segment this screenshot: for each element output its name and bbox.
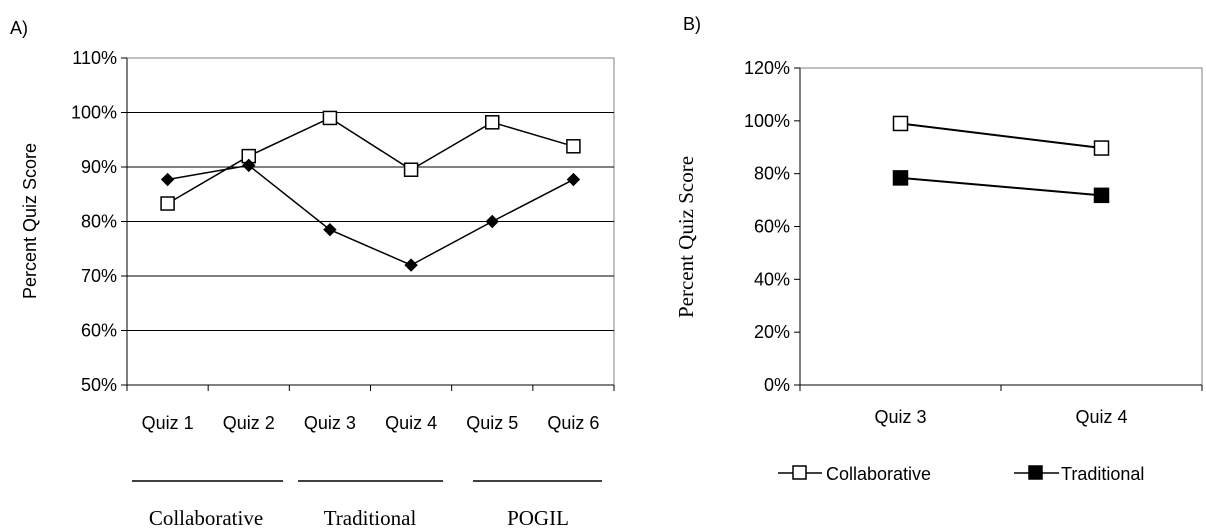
x-tick-label: Quiz 5	[466, 413, 518, 433]
y-tick-label: 100%	[744, 111, 790, 131]
panel-b-label: B)	[683, 14, 701, 34]
data-point-open-square	[1093, 140, 1110, 156]
x-tick-label: Quiz 1	[142, 413, 194, 433]
y-tick-label: 90%	[81, 157, 117, 177]
series-line-1	[900, 122, 1102, 150]
chart-b-y-tick-labels: 0% 20% 40% 60% 80% 100% 120%	[744, 58, 790, 395]
y-tick-label: 80%	[754, 164, 790, 184]
legend-collaborative-label: Collaborative	[826, 464, 931, 484]
y-tick-label: 100%	[71, 103, 117, 123]
data-point-filled-diamond	[242, 158, 256, 173]
chart-b-axis	[794, 67, 1203, 391]
data-point-open-square	[485, 115, 500, 130]
y-tick-label: 20%	[754, 322, 790, 342]
x-tick-label: Quiz 2	[223, 413, 275, 433]
y-tick-label: 70%	[81, 266, 117, 286]
y-tick-label: 60%	[81, 321, 117, 341]
x-tick-label: Quiz 4	[1075, 407, 1127, 427]
x-tick-label: Quiz 6	[547, 413, 599, 433]
y-tick-label: 60%	[754, 217, 790, 237]
data-point-filled-square	[1093, 187, 1110, 204]
panel-a-label: A)	[10, 18, 28, 38]
data-point-filled-square	[892, 170, 909, 186]
group-label-pogil: POGIL	[507, 506, 569, 529]
data-point-filled-diamond	[160, 172, 175, 187]
data-point-filled-diamond	[404, 258, 418, 272]
chart-a-gridlines	[121, 57, 615, 391]
data-point-open-square	[322, 110, 338, 126]
data-point-filled-diamond	[323, 222, 337, 237]
y-tick-label: 80%	[81, 212, 117, 232]
chart-a-series	[160, 110, 581, 272]
series-line-2	[900, 176, 1102, 197]
y-tick-label: 120%	[744, 58, 790, 78]
chart-a-y-axis-label: Percent Quiz Score	[20, 143, 40, 299]
data-point-open-square	[566, 139, 581, 154]
legend-collaborative-marker	[792, 465, 807, 480]
chart-b-x-tick-labels: Quiz 3 Quiz 4	[874, 407, 1127, 427]
data-point-open-square	[892, 115, 909, 132]
y-tick-label: 110%	[72, 48, 117, 68]
chart-b-y-axis-label: Percent Quiz Score	[674, 156, 698, 318]
x-tick-label: Quiz 3	[874, 407, 926, 427]
legend-traditional-marker	[1028, 465, 1043, 480]
y-tick-label: 40%	[754, 269, 790, 289]
data-point-open-square	[403, 162, 419, 177]
x-tick-label: Quiz 3	[304, 413, 356, 433]
series-line-1	[167, 117, 574, 205]
chart-b: 0% 20% 40% 60% 80% 100% 120% Quiz 3 Quiz 4 Perc…	[674, 58, 1203, 427]
data-point-open-square	[160, 196, 175, 211]
data-point-filled-diamond	[566, 172, 581, 187]
chart-a-y-tick-labels: 50% 60% 70% 80% 90% 100% 110%	[71, 48, 117, 395]
chart-b-series	[892, 115, 1110, 204]
group-label-collaborative: Collaborative	[149, 506, 263, 529]
y-tick-label: 50%	[81, 375, 117, 395]
chart-b-plot-frame	[799, 67, 1203, 386]
legend-traditional-label: Traditional	[1061, 464, 1144, 484]
chart-b-legend: Collaborative Traditional	[778, 464, 1144, 484]
group-label-traditional: Traditional	[324, 506, 417, 529]
data-point-filled-diamond	[485, 214, 499, 229]
series-line-2	[167, 164, 574, 266]
y-tick-label: 0%	[764, 375, 790, 395]
x-tick-label: Quiz 4	[385, 413, 437, 433]
chart-a: 50%60%70%80%90%100%110% Quiz 1 Quiz 2 Quiz…	[20, 48, 615, 433]
chart-a-x-tick-labels: Quiz 1 Quiz 2 Quiz 3 Quiz 4 Quiz 5 Quiz 6	[142, 413, 600, 433]
